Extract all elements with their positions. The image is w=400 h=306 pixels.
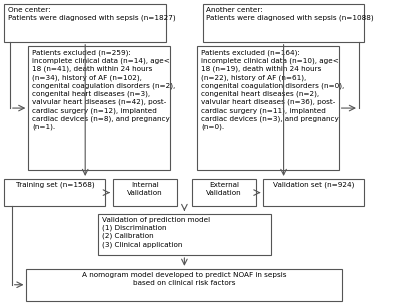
FancyBboxPatch shape — [4, 4, 166, 42]
Text: Another center:
Patients were diagnosed with sepsis (n=1088): Another center: Patients were diagnosed … — [206, 7, 374, 21]
FancyBboxPatch shape — [98, 214, 271, 255]
Text: One center:
Patients were diagnosed with sepsis (n=1827): One center: Patients were diagnosed with… — [8, 7, 176, 21]
FancyBboxPatch shape — [203, 4, 364, 42]
FancyBboxPatch shape — [113, 179, 177, 206]
Text: Validation set (n=924): Validation set (n=924) — [273, 182, 354, 188]
Text: Validation of prediction model
(1) Discrimination
(2) Calibration
(3) Clinical a: Validation of prediction model (1) Discr… — [102, 217, 210, 248]
Text: Patients excluded (n=259):
incomplete clinical data (n=14), age<
18 (n=41), deat: Patients excluded (n=259): incomplete cl… — [32, 50, 175, 130]
Text: Training set (n=1568): Training set (n=1568) — [16, 182, 94, 188]
FancyBboxPatch shape — [197, 47, 339, 170]
Text: Internal
Validation: Internal Validation — [127, 182, 163, 196]
Text: A nomogram model developed to predict NOAF in sepsis
based on clinical risk fact: A nomogram model developed to predict NO… — [82, 272, 287, 285]
FancyBboxPatch shape — [192, 179, 256, 206]
FancyBboxPatch shape — [28, 47, 170, 170]
Text: Patients excluded (n=164):
incomplete clinical data (n=10), age<
18 (n=19), deat: Patients excluded (n=164): incomplete cl… — [201, 50, 344, 130]
FancyBboxPatch shape — [26, 269, 342, 301]
Text: External
Validation: External Validation — [206, 182, 242, 196]
FancyBboxPatch shape — [4, 179, 105, 206]
FancyBboxPatch shape — [263, 179, 364, 206]
